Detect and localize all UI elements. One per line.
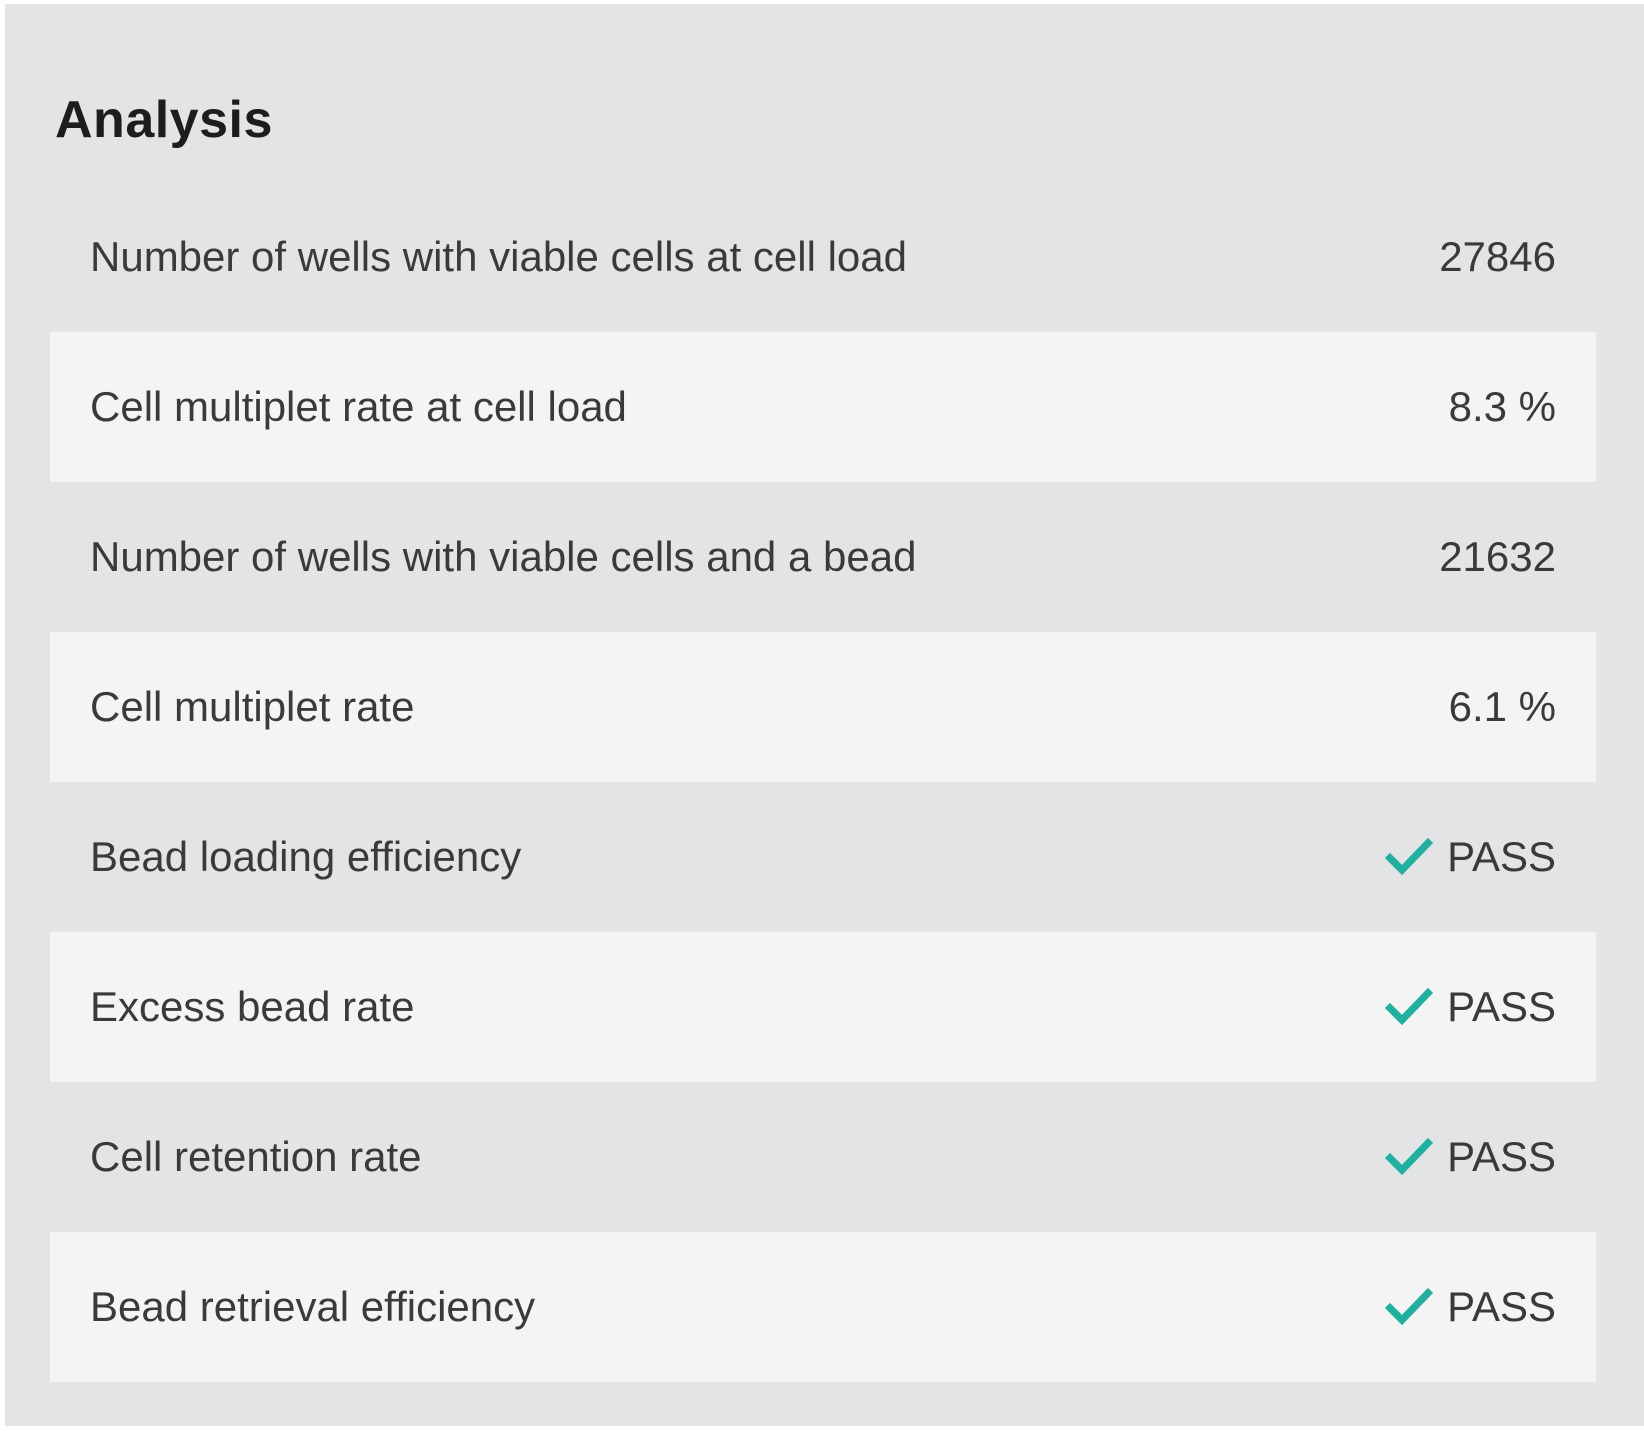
page-title: Analysis: [55, 91, 273, 149]
metric-label: Cell multiplet rate at cell load: [90, 383, 627, 430]
pass-label: PASS: [1447, 1133, 1556, 1180]
metric-label: Cell multiplet rate: [90, 683, 415, 730]
pass-label: PASS: [1447, 833, 1556, 880]
metric-value: 8.3 %: [1448, 383, 1556, 430]
metrics-list: Number of wells with viable cells at cel…: [50, 182, 1596, 1382]
status-badge: PASS: [1385, 833, 1556, 881]
pass-label: PASS: [1447, 1283, 1556, 1330]
status-badge: PASS: [1385, 1283, 1556, 1331]
check-icon: [1385, 1287, 1434, 1327]
table-row: Bead loading efficiency PASS: [50, 782, 1596, 932]
pass-label: PASS: [1447, 983, 1556, 1030]
metric-label: Cell retention rate: [90, 1133, 422, 1180]
metric-label: Number of wells with viable cells at cel…: [90, 233, 908, 280]
status-badge: PASS: [1385, 1133, 1556, 1181]
table-row: Excess bead rate PASS: [50, 932, 1596, 1082]
check-icon: [1385, 987, 1434, 1027]
metric-label: Excess bead rate: [90, 983, 415, 1030]
table-row: Cell retention rate PASS: [50, 1082, 1596, 1232]
metric-label: Number of wells with viable cells and a …: [90, 533, 917, 580]
metric-label: Bead retrieval efficiency: [90, 1283, 536, 1330]
metric-value: 27846: [1439, 233, 1556, 280]
table-row: Number of wells with viable cells at cel…: [50, 182, 1596, 332]
table-row: Cell multiplet rate 6.1 %: [50, 632, 1596, 782]
metric-value: 21632: [1439, 533, 1556, 580]
metric-label: Bead loading efficiency: [90, 833, 522, 880]
analysis-panel: Analysis Number of wells with viable cel…: [5, 4, 1644, 1426]
metric-value: 6.1 %: [1448, 683, 1556, 730]
check-icon: [1385, 837, 1434, 877]
check-icon: [1385, 1137, 1434, 1177]
status-badge: PASS: [1385, 983, 1556, 1031]
table-row: Bead retrieval efficiency PASS: [50, 1232, 1596, 1382]
table-row: Number of wells with viable cells and a …: [50, 482, 1596, 632]
table-row: Cell multiplet rate at cell load 8.3 %: [50, 332, 1596, 482]
